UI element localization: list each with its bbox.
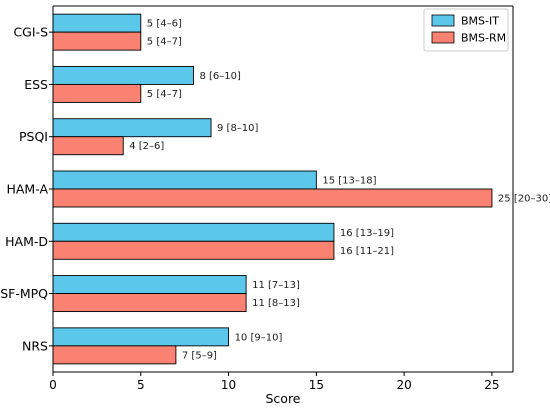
x-tick-label: 0 [49, 378, 57, 392]
data-label: 5 [4–7] [147, 37, 182, 48]
data-label: 8 [6–10] [199, 71, 241, 82]
x-axis-title: Score [265, 391, 300, 406]
legend-items: BMS-IT BMS-RM [431, 14, 506, 45]
data-labels-layer: 5 [4–6] 5 [4–7] 8 [6–10] 5 [4–7] 9 [8–10] 4 [… [129, 19, 550, 362]
category-labels-layer: CGI-S ESS PSQI HAM-A HAM-D SF-MPQ NRS [0, 25, 53, 353]
data-label: 5 [4–6] [147, 19, 182, 30]
x-tick-label: 15 [309, 378, 324, 392]
category-label: HAM-D [5, 234, 48, 249]
x-ticks-layer: 0 5 10 15 20 25 [49, 372, 500, 392]
bar-bms-it [52, 170, 317, 190]
legend-swatch-bms-it [431, 14, 455, 27]
bar-bms-rm [52, 188, 493, 208]
bars-layer [52, 13, 493, 365]
category-label: PSQI [19, 129, 48, 144]
bar-bms-rm [52, 293, 247, 313]
bar-bms-it [52, 222, 335, 242]
category-label: ESS [24, 77, 48, 92]
x-tick-label: 10 [221, 378, 236, 392]
bar-bms-it [52, 13, 142, 33]
legend-swatch-bms-rm [431, 31, 455, 44]
bar-bms-rm [52, 345, 177, 365]
bar-bms-it [52, 327, 230, 347]
data-label: 16 [13–19] [340, 228, 394, 239]
legend-label-bms-it: BMS-IT [461, 15, 499, 28]
legend: BMS-IT BMS-RM [423, 8, 509, 52]
data-label: 4 [2–6] [129, 141, 164, 152]
legend-label-bms-rm: BMS-RM [461, 32, 506, 45]
category-label: SF-MPQ [0, 286, 48, 301]
bar-bms-it [52, 118, 212, 138]
data-label: 15 [13–18] [322, 176, 376, 187]
category-label: HAM-A [6, 182, 48, 197]
data-label: 11 [8–13] [252, 298, 300, 309]
category-label: NRS [22, 338, 48, 353]
bar-bms-rm [52, 240, 335, 260]
x-tick-label: 20 [397, 378, 412, 392]
data-label: 9 [8–10] [217, 123, 259, 134]
data-label: 7 [5–9] [182, 350, 217, 361]
category-label: CGI-S [13, 25, 48, 40]
data-label: 11 [7–13] [252, 280, 300, 291]
data-label: 25 [20–30] [498, 194, 550, 205]
data-label: 16 [11–21] [340, 246, 394, 257]
data-label: 5 [4–7] [147, 89, 182, 100]
x-tick-label: 25 [484, 378, 499, 392]
data-label: 10 [9–10] [235, 332, 283, 343]
bar-bms-rm [52, 31, 142, 51]
x-tick-label: 5 [137, 378, 145, 392]
bar-bms-it [52, 65, 194, 85]
bar-bms-rm [52, 83, 142, 103]
bar-bms-it [52, 275, 247, 295]
bar-bms-rm [52, 136, 124, 156]
